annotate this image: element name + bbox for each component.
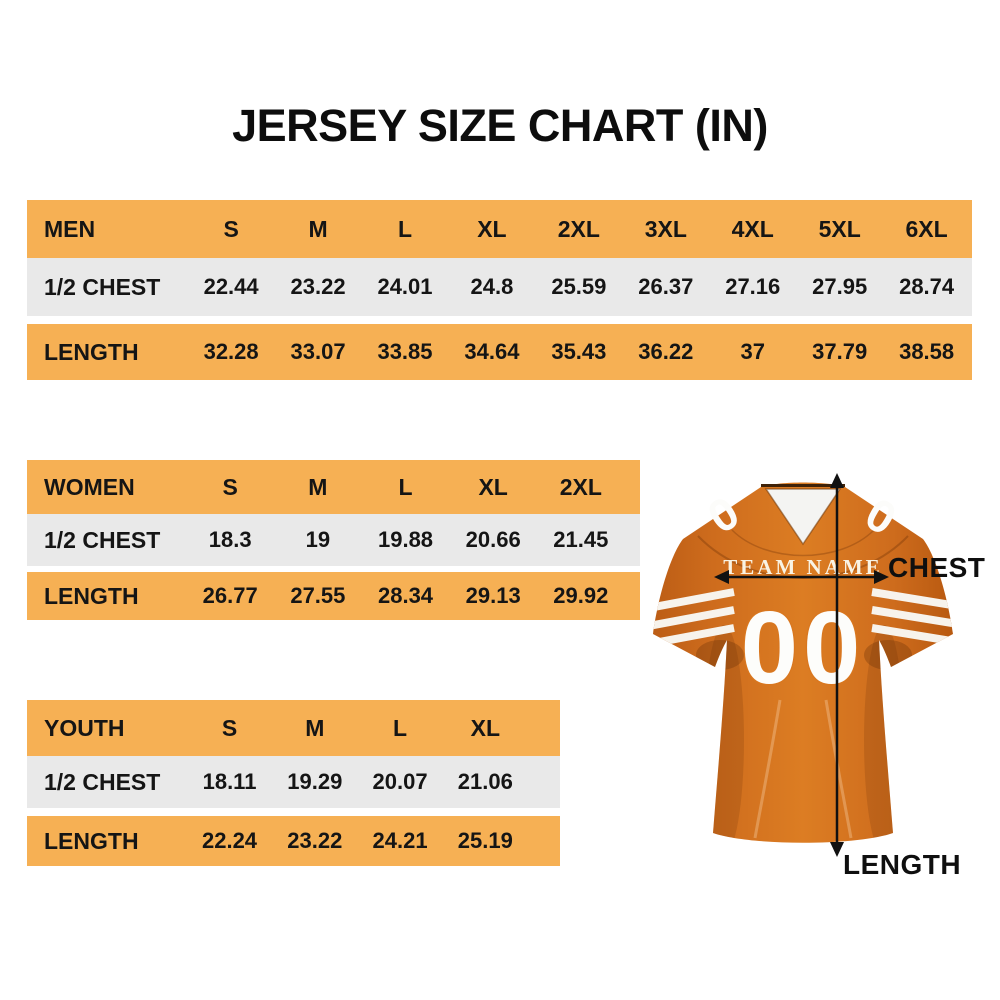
value-cell: 21.45 [553, 527, 609, 552]
jersey-illustration: 0 0 TEAM NAME 00 CHEST LENGTH [620, 440, 1000, 900]
value-cell: 19.29 [287, 769, 343, 794]
women-size-col-l: L [398, 473, 413, 500]
chest-arrowhead-left [714, 570, 729, 584]
collar-seam [731, 529, 875, 557]
value-cell: 37.79 [812, 339, 868, 364]
men-size-col-4xl: 4XL [731, 215, 774, 242]
youth-size-table: YOUTH S M L XL 1/2 CHEST 18.11 19.29 20.… [27, 700, 560, 866]
length-arrowhead-top [830, 473, 844, 488]
row-gap [27, 566, 640, 572]
value-cell: 24.8 [470, 274, 514, 299]
value-cell: 37 [740, 339, 765, 364]
jersey-number-text: 00 [741, 590, 866, 705]
value-cell: 27.55 [290, 583, 346, 608]
row-label: LENGTH [44, 582, 139, 609]
value-cell: 28.34 [377, 583, 434, 608]
row-label: 1/2 CHEST [44, 526, 161, 553]
row-label: LENGTH [44, 338, 139, 365]
men-header-row: MEN S M L XL 2XL 3XL 4XL 5XL 6XL [27, 200, 972, 258]
collar-inner-white [764, 488, 842, 546]
men-length-row: LENGTH 32.28 33.07 33.85 34.64 35.43 36.… [27, 324, 972, 380]
value-cell: 20.07 [372, 769, 428, 794]
women-size-col-m: M [308, 473, 328, 500]
row-gap [27, 316, 972, 324]
women-length-row: LENGTH 26.77 27.55 28.34 29.13 29.92 [27, 572, 640, 620]
men-size-col-l: L [397, 215, 413, 242]
value-cell: 33.07 [290, 339, 346, 364]
underarm-shadow-right [864, 640, 912, 670]
value-cell: 29.13 [465, 583, 521, 608]
youth-size-col-xl: XL [470, 714, 501, 741]
value-cell: 38.58 [899, 339, 955, 364]
youth-length-row: LENGTH 22.24 23.22 24.21 25.19 [27, 816, 560, 866]
value-cell: 34.64 [464, 339, 520, 364]
value-cell: 33.85 [377, 339, 433, 364]
men-size-col-xl: XL [477, 215, 507, 242]
men-size-table: MEN S M L XL 2XL 3XL 4XL 5XL 6XL 1/2 CHE… [27, 200, 972, 380]
value-cell: 19 [305, 527, 331, 552]
value-cell: 25.19 [457, 828, 513, 853]
men-size-col-5xl: 5XL [818, 215, 861, 242]
women-header-row: WOMEN S M L XL 2XL [27, 460, 640, 514]
row-label: 1/2 CHEST [44, 273, 161, 300]
men-table-title: MEN [44, 215, 96, 242]
value-cell: 23.22 [287, 828, 343, 853]
women-size-col-s: S [222, 473, 238, 500]
women-size-col-xl: XL [478, 473, 508, 500]
chest-arrowhead-right [874, 570, 889, 584]
youth-size-col-l: L [393, 714, 408, 741]
length-arrowhead-bottom [830, 842, 844, 857]
value-cell: 22.44 [203, 274, 259, 299]
value-cell: 26.77 [202, 583, 258, 608]
chest-label: CHEST [888, 552, 985, 583]
team-name-text: TEAM NAME [723, 555, 882, 579]
men-size-col-3xl: 3XL [644, 215, 687, 242]
underarm-shadow-left [696, 640, 744, 670]
row-gap [27, 808, 560, 816]
value-cell: 25.59 [551, 274, 607, 299]
men-size-col-6xl: 6XL [905, 215, 948, 242]
women-size-col-2xl: 2XL [559, 473, 602, 500]
men-size-col-2xl: 2XL [557, 215, 600, 242]
men-size-col-m: M [308, 215, 328, 242]
row-label: LENGTH [44, 827, 139, 854]
men-half-chest-row: 1/2 CHEST 22.44 23.22 24.01 24.8 25.59 2… [27, 258, 972, 316]
fold-line [824, 699, 853, 839]
women-half-chest-row: 1/2 CHEST 18.3 19 19.88 20.66 21.45 [27, 514, 640, 566]
value-cell: 22.24 [201, 828, 258, 853]
fold-line [753, 699, 782, 839]
youth-table-title: YOUTH [44, 714, 125, 741]
value-cell: 24.01 [377, 274, 433, 299]
youth-header-row: YOUTH S M L XL [27, 700, 560, 756]
value-cell: 18.3 [208, 527, 252, 552]
value-cell: 35.43 [551, 339, 607, 364]
youth-size-col-m: M [305, 714, 325, 741]
row-label: 1/2 CHEST [44, 768, 161, 795]
value-cell: 23.22 [290, 274, 346, 299]
value-cell: 27.16 [725, 274, 781, 299]
women-table-title: WOMEN [44, 473, 135, 500]
value-cell: 20.66 [465, 527, 521, 552]
value-cell: 18.11 [202, 769, 257, 794]
value-cell: 19.88 [377, 527, 434, 552]
value-cell: 24.21 [372, 828, 428, 853]
length-label: LENGTH [843, 849, 961, 880]
page-title: JERSEY SIZE CHART (IN) [232, 100, 768, 151]
men-size-col-s: S [223, 215, 239, 242]
value-cell: 28.74 [899, 274, 955, 299]
women-size-table: WOMEN S M L XL 2XL 1/2 CHEST 18.3 19 19.… [27, 460, 640, 620]
youth-half-chest-row: 1/2 CHEST 18.11 19.29 20.07 21.06 [27, 756, 560, 808]
value-cell: 27.95 [812, 274, 868, 299]
value-cell: 36.22 [638, 339, 694, 364]
youth-size-col-s: S [221, 714, 238, 741]
value-cell: 32.28 [203, 339, 259, 364]
value-cell: 29.92 [553, 583, 609, 608]
value-cell: 21.06 [457, 769, 513, 794]
value-cell: 26.37 [638, 274, 694, 299]
sleeve-stripes-right [871, 588, 953, 650]
